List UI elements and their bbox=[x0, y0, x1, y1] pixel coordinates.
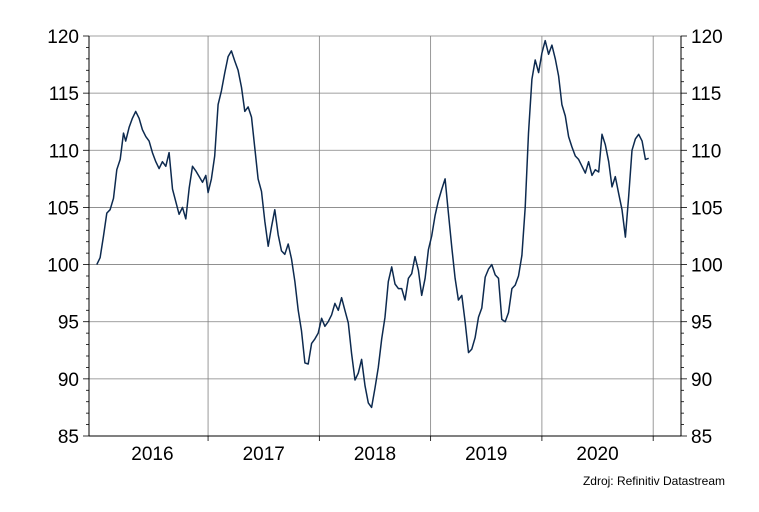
right-y-tick-labels: 85 90 95 100 105 110 115 120 bbox=[691, 27, 723, 448]
left-y-tick-labels: 85 90 95 100 105 110 115 120 bbox=[47, 27, 79, 448]
x-tick-labels: 2016 2017 2018 2019 2020 bbox=[131, 444, 618, 465]
x-tick-label: 2017 bbox=[243, 444, 285, 465]
left-y-tick-label: 90 bbox=[58, 370, 79, 391]
right-y-tick-label: 100 bbox=[691, 256, 723, 277]
left-y-tick-label: 120 bbox=[47, 27, 79, 48]
right-y-tick-label: 105 bbox=[691, 198, 723, 219]
plot-frame bbox=[88, 36, 682, 437]
x-tick-label: 2019 bbox=[465, 444, 507, 465]
x-tick-label: 2020 bbox=[576, 444, 618, 465]
x-tick-label: 2016 bbox=[131, 444, 173, 465]
right-y-tick-label: 110 bbox=[691, 141, 721, 162]
right-y-tick-label: 95 bbox=[691, 313, 712, 334]
left-y-tick-label: 105 bbox=[47, 198, 79, 219]
series-line bbox=[96, 39, 649, 409]
left-y-tick-label: 110 bbox=[49, 141, 79, 162]
right-y-tick-label: 85 bbox=[691, 427, 712, 448]
left-y-tick-label: 85 bbox=[58, 427, 79, 448]
right-y-tick-label: 120 bbox=[691, 27, 723, 48]
left-y-tick-label: 95 bbox=[58, 313, 79, 334]
source-note: Zdroj: Refinitiv Datastream bbox=[582, 474, 725, 488]
x-tick-label: 2018 bbox=[354, 444, 396, 465]
axis-ticks bbox=[83, 35, 687, 441]
left-y-tick-label: 100 bbox=[47, 256, 79, 277]
gridlines bbox=[89, 35, 681, 436]
right-y-tick-label: 90 bbox=[691, 370, 712, 391]
right-y-tick-label: 115 bbox=[691, 84, 721, 105]
left-y-tick-label: 115 bbox=[49, 84, 79, 105]
